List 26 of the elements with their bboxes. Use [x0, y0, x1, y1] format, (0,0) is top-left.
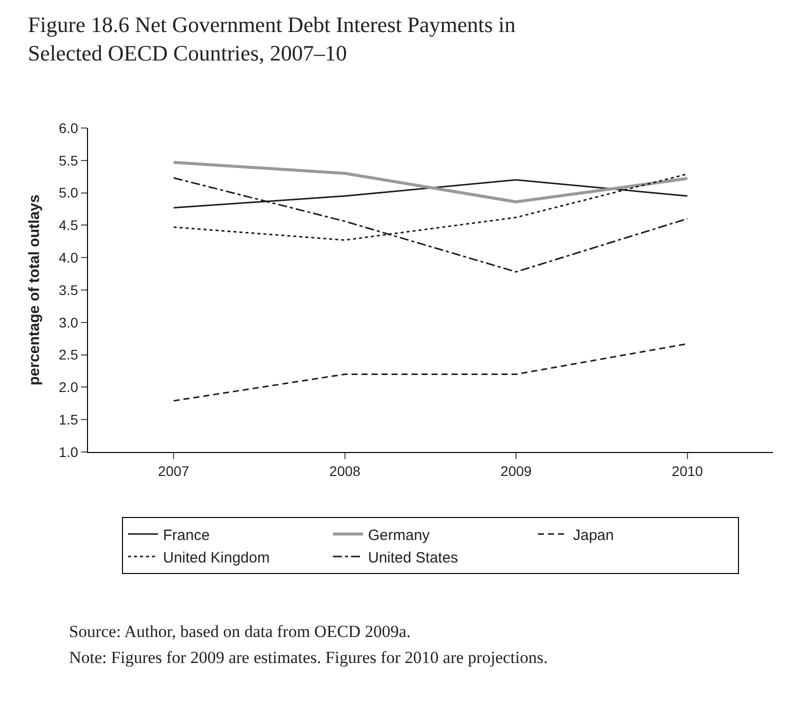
line-series: [172, 160, 689, 204]
legend-label: Germany: [368, 526, 430, 544]
y-tick-label: 5.0: [58, 184, 78, 201]
legend-label: Japan: [573, 526, 614, 544]
text: Note: Figures for 2009 are estimates. Figures for 2010 are projections.: [69, 648, 548, 667]
chart-title: Figure 18.6 Net Government Debt Interest Payments in Selected OECD Countries, 2007–10: [28, 12, 516, 66]
y-tick-label: 4.5: [58, 217, 78, 234]
y-tick-label: 3.5: [58, 282, 78, 298]
source-note: Source: Author, based on data from OECD 2009a.: [69, 622, 411, 641]
y-tick-label: 2.5: [58, 346, 78, 363]
legend-label: United Kingdom: [163, 549, 270, 566]
y-tick-label: 6.0: [58, 120, 78, 136]
y-tick-label: 3.0: [58, 314, 78, 330]
legend-label: United States: [368, 549, 458, 566]
line-series: [172, 177, 688, 273]
x-tick-label: 2010: [672, 462, 704, 479]
y-tick-label: 1.5: [58, 412, 78, 428]
x-tick-label: 2007: [158, 462, 190, 479]
x-tick-label: 2009: [500, 462, 532, 479]
y-axis-title: percentage of total outlays: [26, 194, 43, 386]
y-tick-label: 2.0: [58, 379, 78, 396]
y-tick-label: 4.0: [58, 250, 78, 266]
y-tick-label: 1.0: [58, 444, 78, 460]
legend-label: France: [163, 526, 210, 544]
y-tick-label: 5.5: [58, 152, 78, 168]
x-tick-label: 2008: [329, 462, 361, 479]
